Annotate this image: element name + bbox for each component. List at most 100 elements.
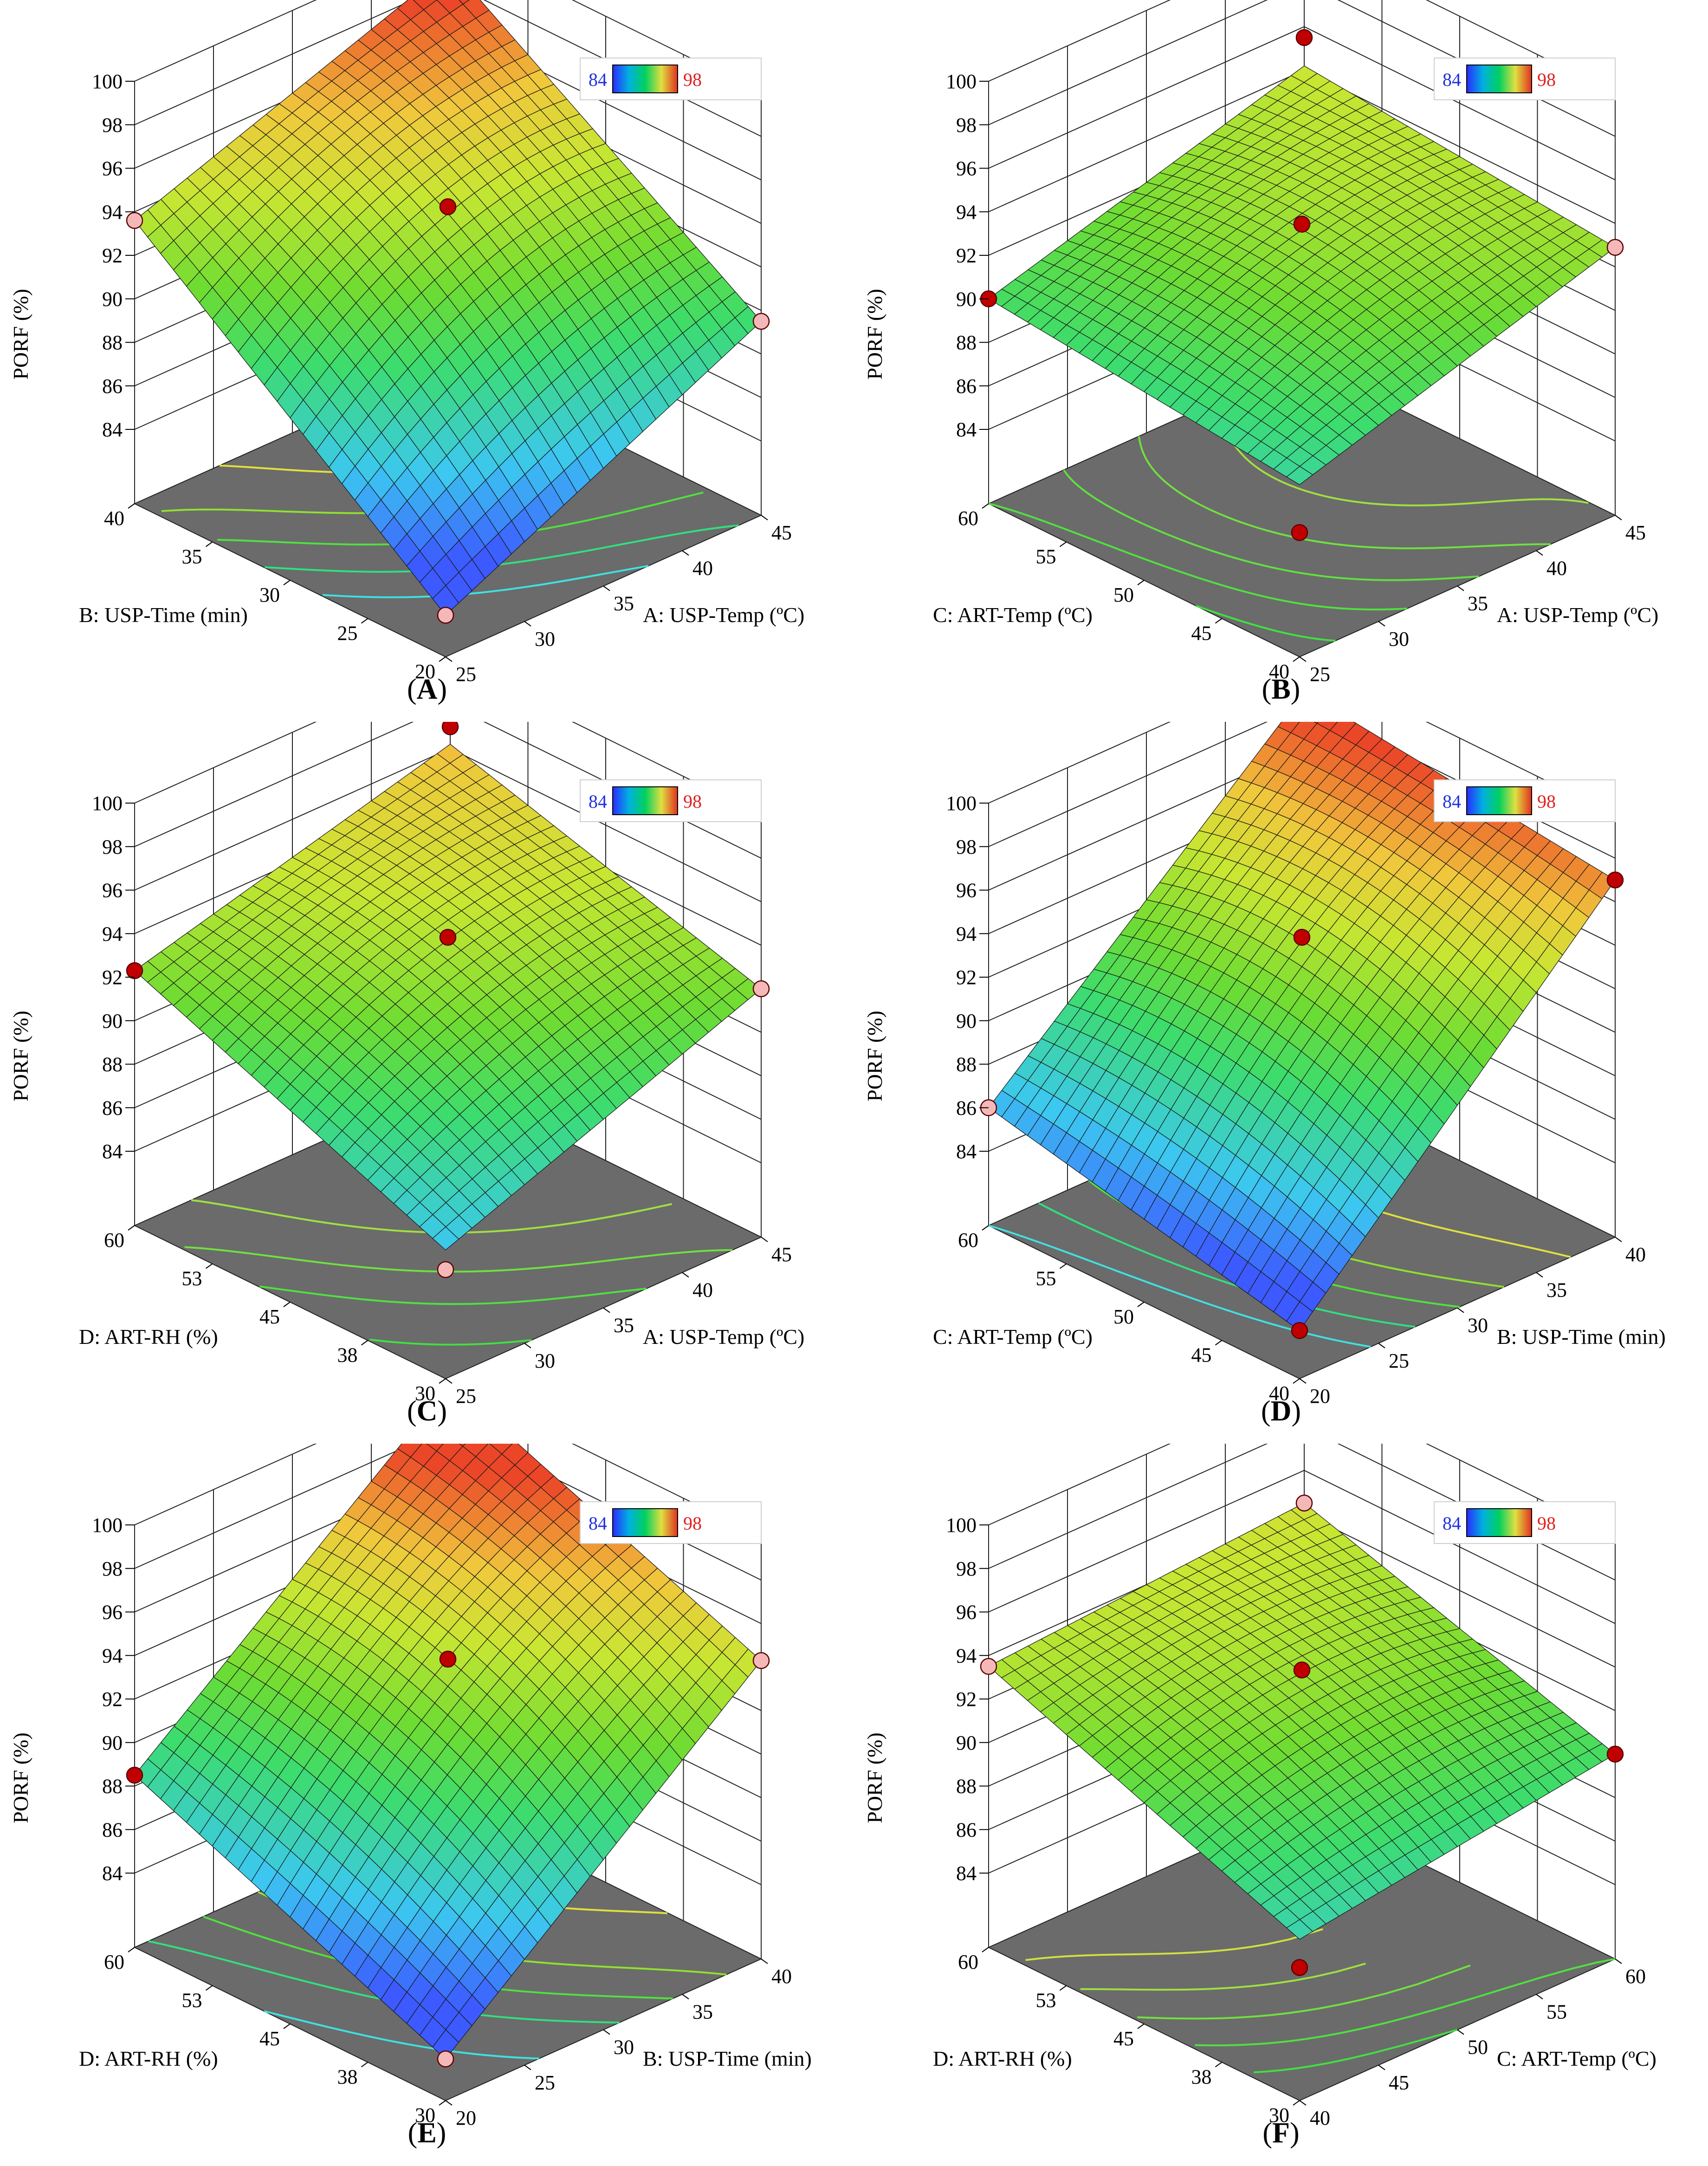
right-axis-tick-label: 30 [1468, 1314, 1488, 1337]
z-tick-label: 96 [102, 157, 123, 180]
right-axis-tick-label: 35 [614, 1314, 634, 1337]
left-axis: 40 45 50 55 60 C: ART-Temp (ºC) [933, 503, 1300, 683]
right-axis-tick-label: 45 [771, 1243, 792, 1266]
right-axis-tick-label: 35 [692, 2000, 713, 2023]
z-tick-label: 98 [102, 836, 123, 858]
color-legend: 84 98 [580, 1501, 762, 1544]
left-axis-tick-label: 45 [1191, 622, 1212, 645]
left-axis-tick-label: 60 [958, 1951, 978, 1973]
left-axis-tick-label: 45 [259, 2027, 280, 2050]
legend-high-label: 98 [1537, 1513, 1556, 1534]
z-tick-label: 88 [102, 331, 123, 354]
z-axis: 84 86 88 90 92 94 96 98 100 PORF (%) [863, 70, 989, 441]
right-axis-tick-label: 30 [614, 2036, 634, 2059]
design-point [752, 312, 770, 330]
left-axis-tick-label: 60 [104, 1229, 124, 1252]
contour-line [191, 1199, 673, 1234]
right-axis-tick-label: 40 [771, 1965, 792, 1988]
right-axis-tick [761, 1958, 768, 1964]
z-tick-label: 84 [956, 1862, 977, 1885]
z-tick-label: 88 [102, 1053, 123, 1076]
contour-line [1196, 605, 1336, 642]
z-axis-label: PORF (%) [9, 1011, 32, 1102]
z-tick-label: 96 [956, 1601, 977, 1624]
z-tick-label: 86 [956, 375, 977, 397]
right-axis-label: B: USP-Time (min) [643, 2047, 812, 2070]
z-tick-label: 90 [956, 1732, 977, 1754]
wall-grid-line [988, 722, 1616, 815]
wall-grid-line [988, 1470, 1616, 1624]
right-axis-tick-label: 40 [1625, 1243, 1646, 1266]
z-tick-label: 94 [956, 922, 977, 945]
left-axis-tick-label: 30 [259, 584, 280, 606]
right-axis-tick-label: 45 [1625, 521, 1646, 544]
z-axis-label: PORF (%) [863, 1011, 886, 1102]
right-axis-tick [524, 1342, 531, 1349]
z-tick-label: 94 [102, 922, 123, 945]
surface-cell [1286, 466, 1313, 485]
chart-panel-e: 84 86 88 90 92 94 96 98 100 PORF (%) 20 25 30 35 40 B: … [0, 1444, 854, 2166]
legend-high-label: 98 [683, 69, 702, 90]
right-axis-tick [1615, 515, 1622, 520]
right-axis-tick [1378, 2064, 1385, 2070]
left-axis-tick-label: 45 [1191, 1344, 1212, 1367]
surface-cell [1286, 1919, 1313, 1940]
z-tick-label: 86 [102, 375, 123, 397]
design-point [752, 1652, 770, 1669]
design-point [1606, 871, 1624, 888]
design-point [437, 2050, 454, 2068]
design-points [980, 1494, 1624, 1976]
legend-gradient [1466, 786, 1532, 815]
z-tick-label: 84 [956, 1140, 977, 1163]
right-axis-tick [1457, 1307, 1464, 1313]
design-point [980, 1658, 997, 1675]
legend-low-label: 84 [1443, 69, 1461, 90]
right-axis-tick-label: 30 [535, 1349, 555, 1372]
z-tick-label: 100 [946, 70, 977, 93]
design-point [1295, 1494, 1313, 1512]
left-axis-tick [361, 2062, 369, 2068]
wall-grid-line [134, 722, 762, 815]
left-axis-tick [439, 1378, 446, 1384]
left-axis-tick [128, 1225, 135, 1231]
left-axis-tick [982, 1947, 989, 1952]
z-axis: 84 86 88 90 92 94 96 98 100 PORF (%) [863, 792, 989, 1163]
right-axis-tick [524, 621, 531, 627]
left-axis-tick [1215, 618, 1223, 624]
right-axis: 25 30 35 40 45 A: USP-Temp (ºC) [1299, 515, 1658, 686]
right-axis-tick [524, 2064, 531, 2070]
z-tick-label: 94 [102, 1644, 123, 1667]
left-axis-tick-label: 40 [104, 507, 124, 530]
z-axis: 84 86 88 90 92 94 96 98 100 PORF (%) [9, 70, 135, 441]
z-tick-label: 88 [956, 331, 977, 354]
right-axis-tick-label: 45 [1389, 2071, 1409, 2094]
right-axis-tick-label: 50 [1468, 2036, 1488, 2059]
left-axis-tick [1137, 2023, 1145, 2029]
design-point [439, 1650, 457, 1668]
panel-caption: (C) [407, 1395, 447, 1427]
left-axis-tick-label: 38 [337, 1344, 358, 1367]
legend-gradient [612, 786, 678, 815]
left-axis-tick-label: 53 [182, 1989, 202, 2012]
z-axis: 84 86 88 90 92 94 96 98 100 PORF (%) [863, 1514, 989, 1885]
design-points [126, 722, 770, 1278]
left-axis: 40 45 50 55 60 C: ART-Temp (ºC) [933, 1225, 1300, 1405]
surface-plot: 84 86 88 90 92 94 96 98 100 PORF (%) 25 30 35 40 45 A: … [863, 0, 1658, 686]
left-axis-tick [439, 656, 446, 662]
design-point [437, 1261, 454, 1278]
left-axis-label: C: ART-Temp (ºC) [933, 1325, 1093, 1349]
left-axis-tick-label: 60 [958, 507, 978, 530]
right-axis-tick [445, 1378, 453, 1384]
left-axis-tick [361, 1340, 369, 1346]
left-axis-label: D: ART-RH (%) [933, 2047, 1072, 2070]
right-axis-tick-label: 45 [771, 521, 792, 544]
surface-cell [1286, 1301, 1313, 1331]
left-axis-tick [361, 618, 369, 624]
color-legend: 84 98 [580, 58, 762, 100]
design-point [1291, 1959, 1308, 1976]
z-tick-label: 92 [102, 966, 123, 989]
chart-panel-a: 84 86 88 90 92 94 96 98 100 PORF (%) 25 30 35 40 45 A: … [0, 0, 854, 722]
right-axis-tick [682, 1994, 689, 2000]
right-axis-tick-label: 55 [1546, 2000, 1567, 2023]
